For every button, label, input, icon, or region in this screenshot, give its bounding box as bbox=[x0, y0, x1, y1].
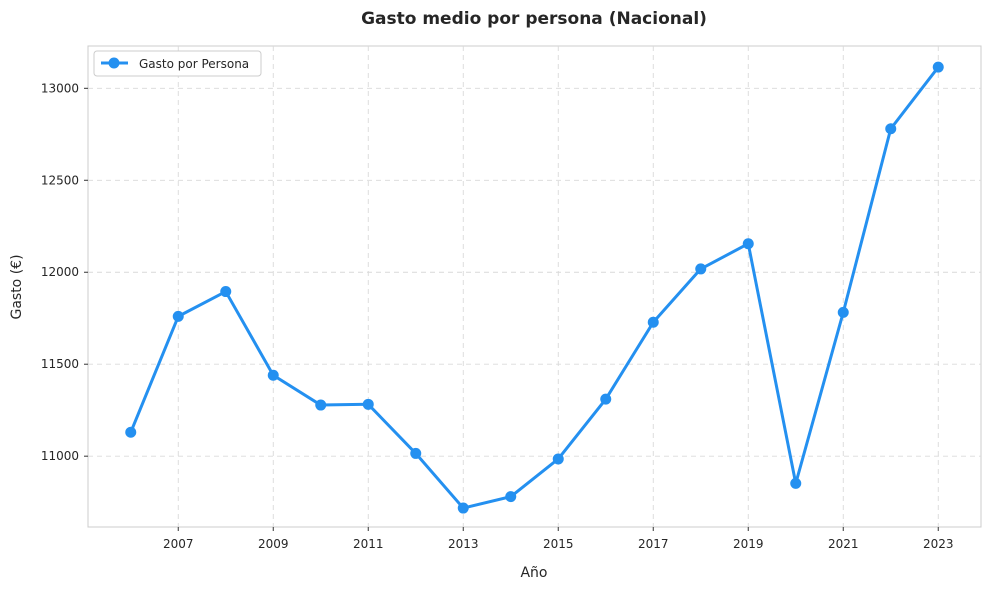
x-tick-label-2019: 2019 bbox=[733, 537, 764, 551]
data-point-2018 bbox=[695, 263, 707, 275]
data-point-2020 bbox=[790, 477, 802, 489]
plot-area bbox=[87, 45, 982, 528]
y-tick-label-12500: 12500 bbox=[41, 173, 79, 187]
data-point-2021 bbox=[837, 306, 849, 318]
data-point-2011 bbox=[362, 398, 374, 410]
y-tick-label-12000: 12000 bbox=[41, 265, 79, 279]
data-point-2015 bbox=[552, 453, 564, 465]
data-point-2009 bbox=[267, 369, 279, 381]
y-tick-label-11500: 11500 bbox=[41, 357, 79, 371]
legend-marker-swatch bbox=[108, 57, 120, 69]
data-point-2006 bbox=[125, 426, 137, 438]
x-tick-label-2009: 2009 bbox=[258, 537, 289, 551]
x-tick-label-2021: 2021 bbox=[828, 537, 859, 551]
x-tick-label-2023: 2023 bbox=[923, 537, 954, 551]
x-tick-label-2017: 2017 bbox=[638, 537, 669, 551]
x-tick-label-2013: 2013 bbox=[448, 537, 479, 551]
data-point-2012 bbox=[410, 447, 422, 459]
data-point-2016 bbox=[600, 393, 612, 405]
y-axis-label: Gasto (€) bbox=[9, 254, 25, 319]
grid-lines bbox=[88, 46, 981, 527]
data-point-2013 bbox=[457, 502, 469, 514]
legend-box bbox=[93, 50, 262, 77]
chart-title: Gasto medio por persona (Nacional) bbox=[361, 9, 707, 29]
data-point-2008 bbox=[220, 286, 232, 298]
series-layer bbox=[125, 61, 944, 514]
x-tick-label-2015: 2015 bbox=[543, 537, 574, 551]
data-point-2022 bbox=[885, 123, 897, 135]
y-axis-ticks: 11000 11500 12000 12500 13000 bbox=[41, 81, 88, 463]
data-point-2017 bbox=[647, 316, 659, 328]
series-line-0 bbox=[129, 65, 940, 510]
x-axis-ticks: 2007 2009 2011 2013 2015 2017 2019 2021 2023 bbox=[163, 527, 954, 551]
data-point-2019 bbox=[742, 238, 754, 250]
x-tick-label-2007: 2007 bbox=[163, 537, 194, 551]
legend: Gasto por Persona bbox=[93, 50, 262, 77]
y-tick-label-13000: 13000 bbox=[41, 81, 79, 95]
data-point-2010 bbox=[315, 399, 327, 411]
x-axis-label: Año bbox=[520, 565, 547, 581]
x-tick-label-2011: 2011 bbox=[353, 537, 384, 551]
data-point-2007 bbox=[172, 310, 184, 322]
data-point-2023 bbox=[932, 61, 944, 73]
y-tick-label-11000: 11000 bbox=[41, 449, 79, 463]
legend-entry-gasto-por-persona: Gasto por Persona bbox=[139, 57, 249, 71]
data-point-2014 bbox=[505, 491, 517, 503]
